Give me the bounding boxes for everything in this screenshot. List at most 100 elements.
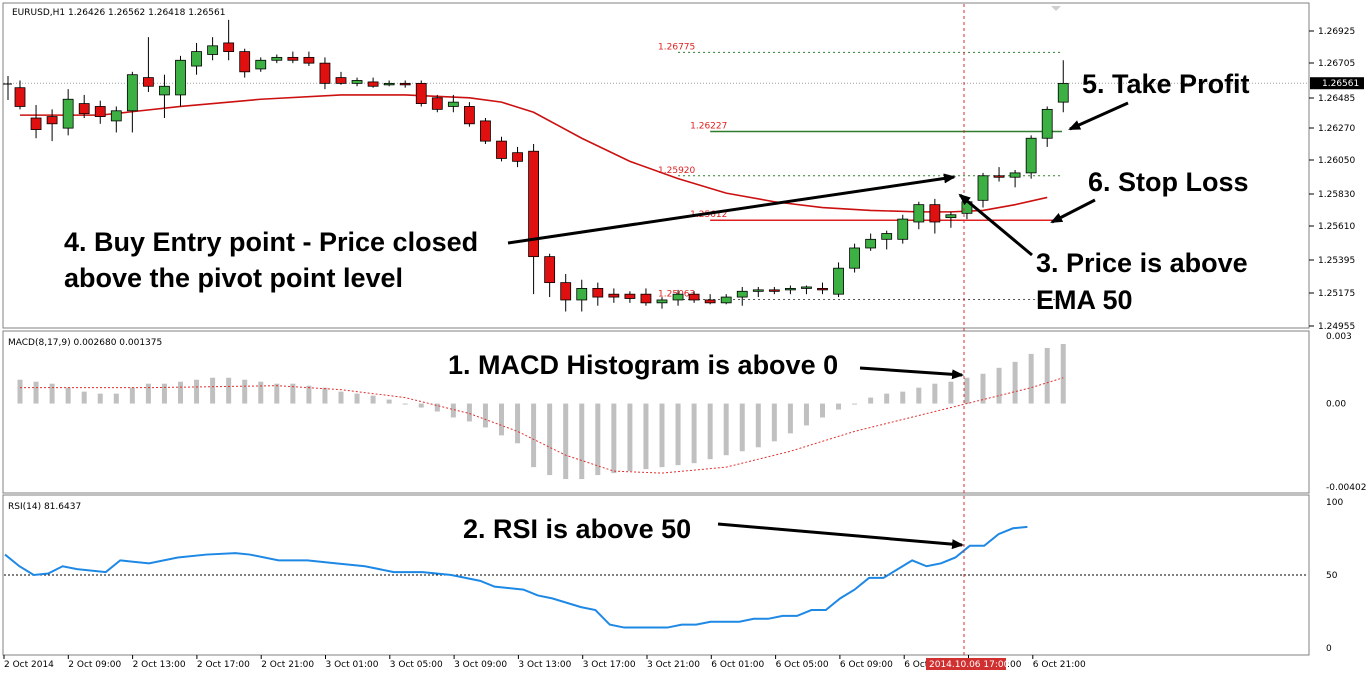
macd-histogram-bar [964,377,970,404]
bullish-candle [865,238,877,249]
time-tick-label: 3 Oct 13:00 [518,660,571,670]
bullish-candle [785,287,796,291]
macd-histogram-bar [434,403,440,412]
macd-histogram-bar [996,367,1002,404]
price-tick-label: 1.26485 [1318,94,1355,104]
macd-histogram-bar [836,403,842,410]
macd-histogram-bar [515,403,521,444]
symbol-header: EURUSD,H1 1.26426 1.26562 1.26418 1.2656… [12,8,225,18]
bullish-candle [881,233,893,240]
macd-tick-label: -0.004026 [1326,483,1367,493]
macd-histogram-bar [787,403,793,434]
bearish-candle [335,77,347,84]
bearish-candle [142,77,154,87]
time-tick-label: 2 Oct 13:00 [133,660,186,670]
macd-histogram-bar [803,403,809,426]
bullish-candle [1025,137,1037,174]
stop-loss-arrow [1050,198,1096,224]
bullish-candle [191,51,202,67]
macd-histogram-bar [932,383,938,404]
bullish-candle [720,296,732,304]
macd-histogram-bar [900,391,906,404]
macd-histogram-bar [531,403,537,468]
macd-histogram-bar [739,403,745,452]
bearish-candle [287,56,299,61]
bearish-candle [929,204,941,223]
macd-histogram-bar [386,399,392,404]
bearish-candle [817,287,828,291]
macd-histogram-bar [81,391,87,404]
time-tick-label: 2 Oct 17:00 [197,660,250,670]
price-tick-label: 1.26050 [1318,156,1355,166]
bearish-candle [608,293,620,298]
macd-histogram-bar [563,403,569,480]
bullish-candle [1057,82,1069,103]
bullish-candle [1009,172,1021,178]
bearish-candle [367,81,379,87]
bullish-candle [255,59,267,70]
macd-histogram-bar [916,387,922,404]
macd-tick-label: 0.003 [1326,332,1352,342]
crosshair-marker-icon [3,76,12,100]
macd-histogram-bar [948,381,954,404]
price-tick-label: 1.26705 [1318,59,1355,69]
macd-histogram-bar [1044,347,1050,404]
macd-histogram-bar [852,403,858,405]
ema-annotation-line2: EMA 50 [1036,285,1133,315]
macd-histogram-bar [17,379,23,404]
price-level-label: 1.26775 [658,42,695,52]
bullish-candle [849,247,860,269]
bullish-candle [175,59,186,96]
bearish-candle [319,62,331,84]
macd-histogram-bar [659,403,665,468]
macd-histogram-bar [97,393,103,404]
time-tick-label: 6 Oct [904,660,929,670]
bullish-candle [351,80,363,84]
price-tick-label: 1.26925 [1318,27,1355,37]
macd-histogram-bar [691,403,697,464]
macd-histogram-bar [579,403,585,480]
bullish-candle [447,101,459,107]
bullish-candle [271,56,283,61]
price-tick-label: 1.25830 [1318,190,1355,200]
rsi-tick-label: 0 [1326,644,1332,654]
entry-annotation-line1: 4. Buy Entry point - Price closed [64,227,478,257]
time-tick-label: 3 Oct 17:00 [583,660,636,670]
entry-arrow [507,173,956,245]
macd-histogram-bar [274,383,280,404]
rsi-tick-label: 50 [1326,571,1338,581]
time-tick-label: 3 Oct 09:00 [454,660,507,670]
bearish-candle [592,287,604,298]
time-tick-label: 6 Oct 21:00 [1033,660,1086,670]
price-tick-label: 1.25395 [1318,256,1355,266]
price-tick-label: 1.24955 [1318,322,1355,332]
price-panel [2,2,1310,329]
bearish-candle [624,293,636,299]
macd-histogram-bar [643,403,649,470]
bearish-candle [688,293,700,301]
macd-header: MACD(8,17,9) 0.002680 0.001375 [8,338,162,348]
bullish-candle [801,286,812,289]
entry-annotation-line2: above the pivot point level [64,263,403,293]
macd-histogram-bar [145,383,151,404]
bullish-candle [207,45,219,55]
macd-histogram-bar [258,381,264,404]
bullish-candle [110,110,122,122]
macd-histogram-bar [450,403,456,418]
current-price-box [1310,77,1364,90]
macd-histogram-bar [868,397,874,404]
bearish-candle [415,82,427,104]
rsi-arrow [717,522,964,550]
price-tick-label: 1.25175 [1318,289,1355,299]
time-tick-label: 3 Oct 05:00 [390,660,443,670]
time-tick-label: 6 Oct 09:00 [840,660,893,670]
macd-histogram-bar [210,377,216,404]
bearish-candle [399,82,411,86]
current-price-label: 1.26561 [1322,79,1359,89]
bearish-candle [512,152,523,162]
macd-histogram-bar [884,393,890,404]
bullish-candle [126,74,138,112]
bearish-candle [78,103,90,115]
bullish-candle [62,98,74,129]
